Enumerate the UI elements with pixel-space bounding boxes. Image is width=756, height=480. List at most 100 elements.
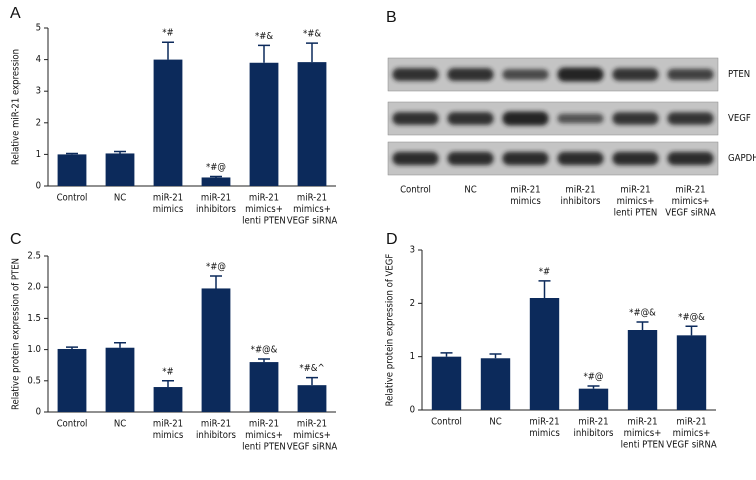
y-tick-label: 1.0 [27, 344, 41, 355]
x-tick-label: miR-21 [201, 193, 231, 204]
blot-band [502, 151, 549, 166]
significance-label: *#@& [251, 344, 278, 355]
bar [249, 362, 279, 412]
y-tick-label: 4 [36, 54, 41, 65]
bar [105, 347, 135, 412]
x-tick-label: inhibitors [574, 428, 614, 439]
bar [297, 62, 327, 186]
blot-row-label: GAPDH [728, 153, 756, 164]
x-tick-label: mimics+ [617, 196, 655, 207]
significance-label: *#@ [584, 372, 604, 383]
x-tick-label: miR-21 [249, 193, 279, 204]
x-tick-label: mimics+ [293, 204, 331, 215]
blot-strip [387, 101, 719, 136]
error-bar [685, 325, 698, 336]
x-tick-label: mimics [153, 204, 184, 215]
y-axis-label: Relative protein expression of PTEN [11, 258, 22, 410]
significance-label: *#&^ [299, 363, 324, 374]
x-tick-label: VEGF siRNA [666, 440, 717, 451]
y-tick-label: 1 [36, 149, 41, 160]
x-tick-label: VEGF siRNA [287, 216, 338, 227]
x-tick-label: lenti PTEN [242, 442, 286, 453]
blot-band [557, 151, 604, 166]
x-tick-label: miR-21 [529, 417, 559, 428]
y-tick-label: 1.5 [27, 313, 41, 324]
x-tick-label: inhibitors [561, 196, 601, 207]
blot-band [667, 68, 714, 81]
panel-label: B [386, 9, 397, 26]
x-tick-label: miR-21 [620, 185, 650, 196]
bar [249, 62, 279, 187]
y-tick-label: 2 [410, 298, 415, 309]
blot-band [502, 69, 549, 80]
bar [153, 59, 183, 186]
x-tick-label: mimics [529, 428, 560, 439]
blot-row-label: PTEN [728, 69, 750, 80]
significance-label: *#@& [629, 308, 656, 319]
bar [480, 358, 511, 410]
x-tick-label: lenti PTEN [242, 216, 286, 227]
error-bar [114, 341, 126, 348]
blot-strip [387, 141, 719, 176]
blot-band [612, 68, 659, 81]
x-tick-label: miR-21 [675, 185, 705, 196]
significance-label: *# [539, 266, 550, 277]
bar [57, 154, 87, 186]
x-tick-label: mimics+ [673, 428, 711, 439]
x-tick-label: miR-21 [578, 417, 608, 428]
bar [627, 330, 658, 410]
y-tick-label: 1 [410, 351, 415, 362]
x-tick-label: lenti PTEN [621, 440, 665, 451]
bar [201, 177, 231, 186]
x-tick-label: Control [57, 419, 88, 430]
x-tick-label: VEGF siRNA [287, 442, 338, 453]
x-tick-label: miR-21 [565, 185, 595, 196]
x-tick-label: miR-21 [510, 185, 540, 196]
error-bar [587, 385, 600, 389]
blot-band [392, 68, 439, 81]
y-tick-label: 0.5 [27, 375, 41, 386]
panel-label: C [10, 231, 22, 248]
x-tick-label: miR-21 [297, 419, 327, 430]
y-tick-label: 2.0 [27, 282, 41, 293]
x-tick-label: miR-21 [297, 193, 327, 204]
error-bar [210, 275, 222, 289]
error-bar [66, 346, 78, 349]
bar [676, 335, 707, 410]
x-tick-label: NC [114, 193, 126, 204]
bar [57, 348, 87, 412]
blot-band [392, 151, 439, 166]
blot-band [612, 151, 659, 166]
bar [105, 153, 135, 186]
blot-row-label: VEGF [728, 113, 751, 124]
error-bar [66, 152, 78, 155]
bar [201, 288, 231, 412]
blot-band [447, 151, 494, 166]
x-tick-label: mimics+ [293, 430, 331, 441]
x-tick-label: Control [431, 417, 462, 428]
y-tick-label: 0 [410, 405, 415, 416]
error-bar [258, 358, 270, 363]
bar [529, 298, 560, 410]
blot-band [447, 112, 494, 125]
y-tick-label: 0 [36, 407, 41, 418]
bar [578, 388, 609, 410]
significance-label: *# [162, 366, 173, 377]
x-tick-label: lenti PTEN [614, 208, 658, 219]
blot-band [557, 67, 604, 82]
y-tick-label: 2 [36, 117, 41, 128]
blot-band [612, 112, 659, 125]
significance-label: *#@& [678, 312, 705, 323]
error-bar [440, 352, 453, 357]
error-bar [162, 41, 174, 60]
x-tick-label: Control [400, 185, 431, 196]
bar [297, 385, 327, 412]
panel-label: D [386, 231, 398, 248]
blot-band [447, 68, 494, 81]
x-tick-label: miR-21 [201, 419, 231, 430]
significance-label: *#@ [206, 162, 226, 173]
x-tick-label: miR-21 [676, 417, 706, 428]
error-bar [210, 175, 222, 178]
x-tick-label: mimics+ [624, 428, 662, 439]
